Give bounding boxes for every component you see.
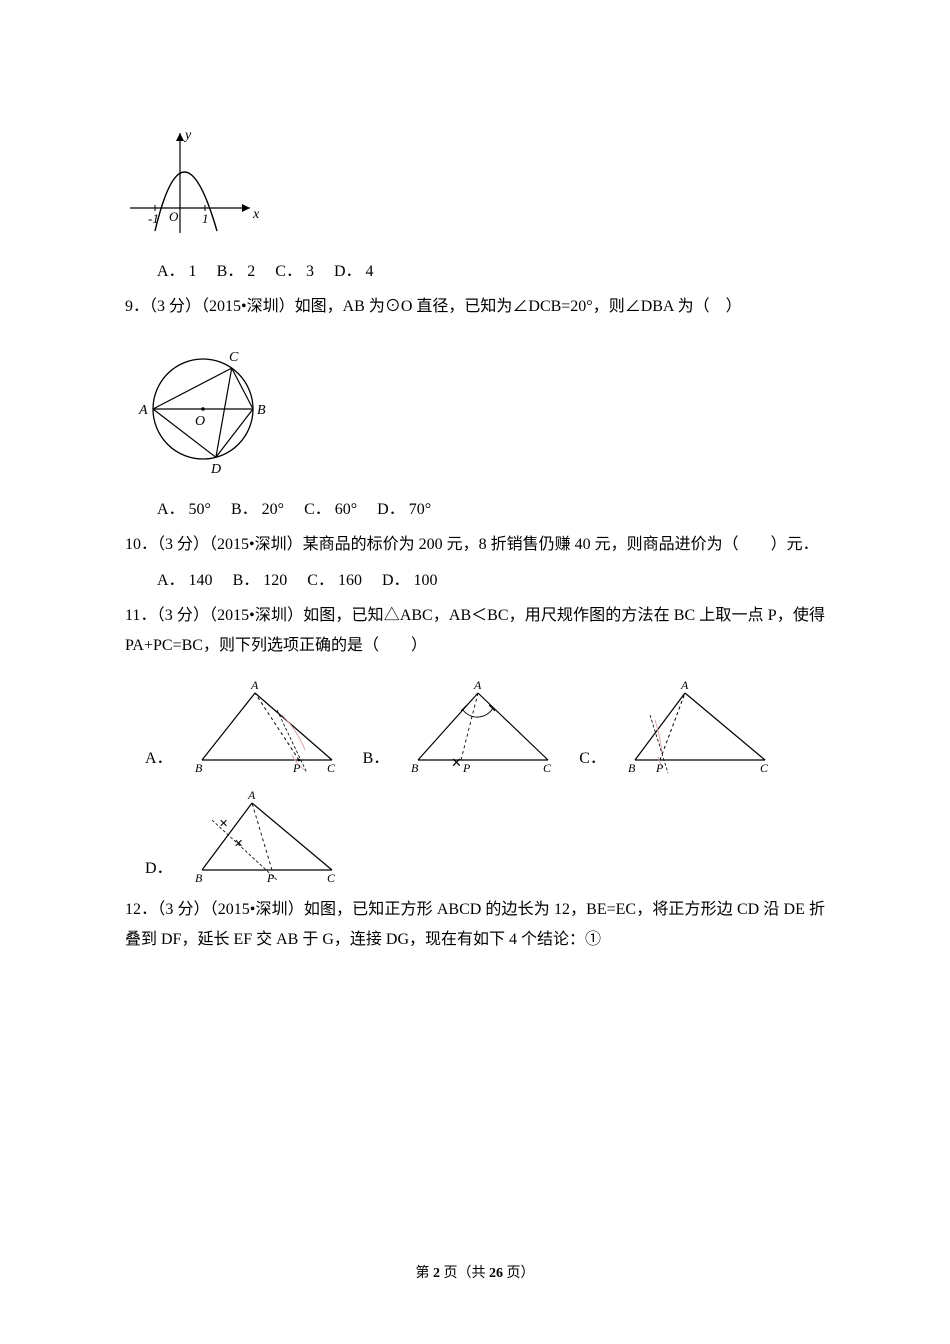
footer-total: 26 [489,1266,503,1281]
q9-option-c: C． 60° [304,501,357,518]
q10-text: 10．（3 分）（2015•深圳）某商品的标价为 200 元，8 折销售仍赚 4… [125,530,825,560]
q11-option-d-group: D． ✕ ✕ A B C P [141,785,347,885]
svg-text:P: P [655,761,664,775]
q9-circle-figure: A B C D O [125,331,825,481]
q9-option-d: D． 70° [377,501,431,518]
q8-option-d: D． 4 [334,263,374,280]
footer-suffix: 页） [503,1266,535,1281]
q9-option-a: A． 50° [157,501,211,518]
q11-figure-c: A B C P [610,675,780,775]
q9-text: 9．（3 分）（2015•深圳）如图，AB 为⊙O 直径，已知为∠DCB=20°… [125,292,825,322]
q11-text: 11．（3 分）（2015•深圳）如图，已知△ABC，AB＜BC，用尺规作图的方… [125,601,825,662]
footer-prefix: 第 [416,1266,434,1281]
q11-option-c-label: C． [579,744,606,774]
q9-option-b: B． 20° [231,501,284,518]
q9-label-d: D [210,462,221,477]
q11-figure-d: ✕ ✕ A B C P [177,785,347,885]
svg-text:✕: ✕ [234,838,243,850]
svg-text:A: A [247,788,256,802]
svg-text:A: A [680,678,689,692]
svg-text:B: B [411,761,419,775]
q11-option-b-label: B． [363,744,390,774]
q10-options: A． 140 B． 120 C． 160 D． 100 [125,566,825,596]
svg-text:A: A [250,678,259,692]
svg-text:P: P [462,761,471,775]
q8-tick-pos1: 1 [202,211,209,226]
q11-option-b-group: B． ✕ A B C P [359,675,564,775]
q8-x-label: x [252,207,260,222]
svg-text:C: C [327,761,336,775]
svg-text:B: B [195,761,203,775]
q9-label-b: B [257,403,266,418]
q8-option-c: C． 3 [275,263,314,280]
q11-options-figures: A． A B C P B． [141,670,825,890]
q11-option-c-group: C． A B C P [575,675,780,775]
q8-options: A． 1 B． 2 C． 3 D． 4 [125,257,825,287]
svg-text:✕: ✕ [219,818,228,830]
q8-option-b: B． 2 [217,263,256,280]
q11-option-a-label: A． [145,744,173,774]
svg-text:P: P [292,761,301,775]
q9-options: A． 50° B． 20° C． 60° D． 70° [125,495,825,525]
footer-page: 2 [433,1266,440,1281]
svg-text:B: B [195,871,203,885]
svg-text:C: C [327,871,336,885]
q11-option-a-group: A． A B C P [141,675,347,775]
svg-text:B: B [628,761,636,775]
q11-figure-a: A B C P [177,675,347,775]
svg-text:A: A [473,678,482,692]
q8-origin-label: O [169,209,179,224]
q11-figure-b: ✕ A B C P [393,675,563,775]
q9-label-c: C [229,350,239,365]
q10-option-d: D． 100 [382,572,438,589]
svg-text:C: C [543,761,552,775]
page-footer: 第 2 页（共 26 页） [0,1261,950,1288]
q9-label-o: O [195,414,205,429]
q8-y-label: y [183,128,192,143]
q12-text: 12．（3 分）（2015•深圳）如图，已知正方形 ABCD 的边长为 12，B… [125,895,825,956]
svg-text:✕: ✕ [451,755,462,770]
footer-mid: 页（共 [440,1266,489,1281]
q9-label-a: A [138,403,148,418]
q11-option-d-label: D． [145,854,173,884]
svg-text:P: P [266,871,275,885]
svg-text:C: C [760,761,769,775]
q8-parabola-figure: -1 1 O x y [125,123,825,243]
q10-option-a: A． 140 [157,572,213,589]
q10-option-b: B． 120 [233,572,288,589]
q10-option-c: C． 160 [307,572,362,589]
q8-option-a: A． 1 [157,263,197,280]
